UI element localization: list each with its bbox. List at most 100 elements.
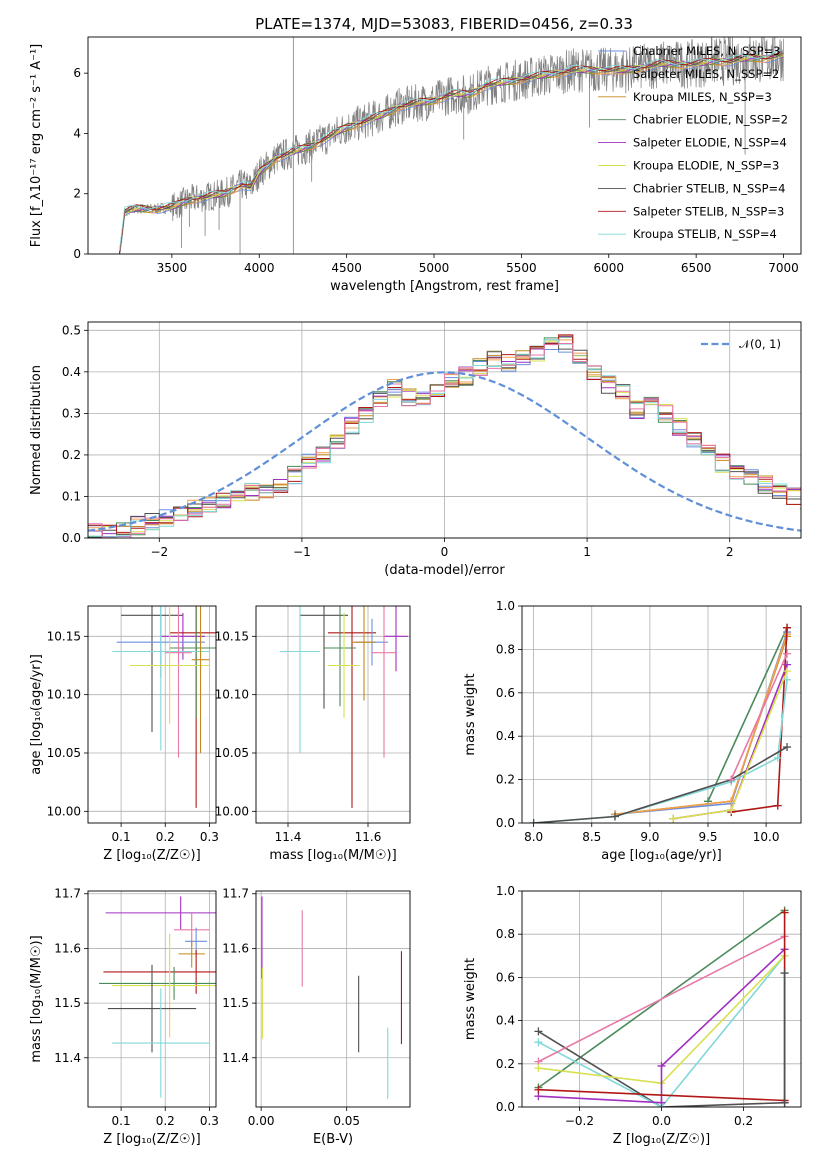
y-tick-label: 11.7	[222, 887, 249, 901]
axes-frame	[255, 605, 411, 824]
mass-weight-marker	[780, 908, 789, 917]
y-tick-label: 10.10	[215, 688, 249, 702]
x-tick-label: 0.2	[156, 830, 175, 844]
y-tick-label: 0.6	[496, 970, 515, 984]
model-spectrum-line	[119, 55, 784, 254]
histogram-step-line	[88, 339, 801, 538]
mass-weight-marker	[657, 1061, 666, 1070]
figure-title: PLATE=1374, MJD=53083, FIBERID=0456, z=0…	[255, 15, 633, 33]
x-tick-label: 0	[441, 545, 449, 559]
x-tick-label: 10.0	[753, 830, 780, 844]
legend-label: Chabrier MILES, N_SSP=3	[633, 44, 780, 58]
y-tick-label: 0.5	[62, 323, 81, 337]
mass-weight-line	[730, 653, 788, 780]
legend-label: 𝒩(0, 1)	[739, 337, 781, 351]
x-axis-label: mass [log₁₀(M/M☉)]	[269, 848, 396, 863]
mass-weight-line	[538, 948, 786, 1104]
mass-weight-marker	[780, 969, 789, 978]
x-tick-label: 7000	[768, 261, 799, 275]
mass-vs-ebv-panel: 0.00 0.05 11.4 11.5 11.6 11.7 E(B-V)	[222, 887, 411, 1147]
y-tick-label: 0	[73, 247, 81, 261]
mass-weight-marker	[783, 675, 792, 684]
y-tick-label: 10.05	[47, 746, 81, 760]
x-tick-label: 6000	[593, 261, 624, 275]
x-tick-label: 4500	[331, 261, 362, 275]
normal-curve	[88, 371, 801, 532]
y-tick-label: 6	[73, 66, 81, 80]
y-tick-label: 0.8	[496, 642, 515, 656]
y-axis-label: mass weight	[463, 958, 478, 1040]
x-axis-label: Z [log₁₀(Z/Z☉)]	[103, 848, 200, 863]
histogram-step-line	[88, 336, 801, 538]
y-tick-label: 11.7	[54, 887, 81, 901]
x-tick-label: 6500	[681, 261, 712, 275]
x-tick-label: 8.0	[524, 830, 543, 844]
x-tick-label: 5500	[506, 261, 537, 275]
mass-weight-line	[533, 746, 788, 823]
mass-weight-marker	[611, 812, 619, 821]
mass-weight-marker	[727, 775, 736, 784]
y-tick-label: 0.2	[496, 773, 515, 787]
mass-weight-line	[538, 955, 786, 1107]
age-vs-z-panel: 0.1 0.2 0.3 10.00 10.05 10.10 10.15 Z [log₁₀(Z/…	[29, 605, 219, 863]
y-tick-label: 0.2	[496, 1057, 515, 1071]
mass-weight-vs-z-panel: −0.2 0.0 0.2 0.0 0.2 0.4 0.6 0.8 1.0 Z [log₁₀(Z/Z…	[463, 884, 802, 1147]
mass-weight-vs-age-panel: 8.0 8.5 9.0 9.5 10.0 0.0 0.2 0.4 0.6 0.8 1.0 age [l…	[463, 599, 802, 863]
y-tick-label: 0.6	[496, 686, 515, 700]
mass-weight-line	[614, 636, 788, 816]
legend-label: Salpeter MILES, N_SSP=2	[633, 67, 779, 81]
mass-weight-line	[537, 1030, 785, 1107]
y-tick-label: 4	[73, 126, 81, 140]
y-tick-label: 0.2	[62, 448, 81, 462]
x-tick-label: 0.2	[734, 1114, 753, 1128]
y-tick-label: 10.00	[215, 804, 249, 818]
legend-label: Salpeter STELIB, N_SSP=3	[633, 204, 784, 218]
x-tick-label: 8.5	[582, 830, 601, 844]
mass-weight-marker	[534, 1027, 543, 1036]
y-axis-label: Normed distribution	[29, 365, 44, 495]
y-tick-label: 10.15	[215, 629, 249, 643]
spectrum-panel: 3500 4000 4500 5000 5500 6000 6500 7000 0 2 4 6 wave…	[29, 36, 802, 294]
histogram-step-line	[88, 343, 801, 538]
y-tick-label: 11.4	[54, 1051, 81, 1065]
y-tick-label: 11.6	[222, 941, 249, 955]
axes-frame	[87, 36, 802, 255]
mass-weight-marker	[534, 1085, 543, 1094]
mass-weight-marker	[773, 753, 782, 762]
mass-weight-marker	[773, 801, 782, 810]
y-tick-label: 10.00	[47, 804, 81, 818]
mass-weight-marker	[780, 1098, 789, 1107]
legend-label: Kroupa ELODIE, N_SSP=3	[633, 159, 779, 173]
legend-label: Chabrier ELODIE, N_SSP=2	[633, 113, 788, 127]
mass-weight-line	[538, 1088, 785, 1102]
residual-histogram-panel: −2 −1 0 1 2 0.0 0.1 0.2 0.3 0.4 0.5 (data-model)/er…	[29, 321, 802, 578]
y-tick-label: 0.4	[496, 1014, 515, 1028]
x-tick-label: 0.1	[112, 1114, 131, 1128]
y-tick-label: 0.3	[62, 406, 81, 420]
y-tick-label: 2	[73, 187, 81, 201]
x-tick-label: −0.2	[565, 1114, 594, 1128]
axes-frame	[521, 890, 802, 1108]
x-tick-label: 1	[583, 545, 591, 559]
legend-label: Kroupa STELIB, N_SSP=4	[633, 227, 777, 241]
x-tick-label: 9.0	[640, 830, 659, 844]
model-spectrum-line	[119, 55, 784, 253]
x-tick-label: 2	[726, 545, 734, 559]
axes-frame	[87, 321, 802, 539]
model-spectrum-line	[119, 54, 784, 254]
x-tick-label: 0.3	[200, 1114, 219, 1128]
age-vs-mass-panel: 11.4 11.6 10.00 10.05 10.10 10.15 mass [log₁₀(…	[215, 605, 411, 863]
y-axis-label: age [log₁₀(age/yr)]	[29, 654, 44, 775]
legend-label: Chabrier STELIB, N_SSP=4	[633, 181, 785, 195]
x-tick-label: 11.4	[275, 830, 302, 844]
legend-label: Salpeter ELODIE, N_SSP=4	[633, 136, 787, 150]
x-tick-label: 0.1	[112, 830, 131, 844]
model-spectrum-line	[119, 52, 784, 254]
y-tick-label: 1.0	[496, 599, 515, 613]
x-tick-label: 3500	[157, 261, 188, 275]
x-axis-label: Z [log₁₀(Z/Z☉)]	[613, 1132, 710, 1147]
x-tick-label: 0.00	[248, 1114, 275, 1128]
y-tick-label: 0.0	[496, 1100, 515, 1114]
legend-label: Kroupa MILES, N_SSP=3	[633, 90, 772, 104]
x-tick-label: 5000	[419, 261, 450, 275]
